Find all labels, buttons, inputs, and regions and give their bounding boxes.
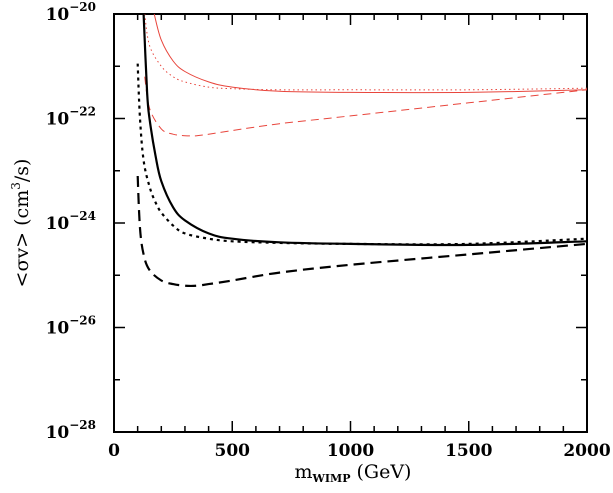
x-axis-label: mWIMP (GeV) [295,461,412,485]
series-line-6 [136,175,587,288]
series-line-5 [136,63,587,246]
y-tick-label: 10−20 [46,0,96,25]
x-tick-label: 500 [215,441,251,461]
plot-frame [113,13,588,433]
series-line-3 [144,76,587,137]
x-tick-label: 1500 [445,441,492,461]
series-line-2 [144,14,587,91]
y-tick-label: 10−24 [46,209,96,234]
series-lines [136,14,587,288]
x-tick-label: 1000 [327,441,374,461]
axis-ticks [113,13,588,433]
x-tick-label: 2000 [563,441,610,461]
y-axis-label: <σv> (cm3/s) [9,159,33,288]
y-tick-labels: 10−28 10−26 10−24 10−22 10−20 [46,0,96,443]
series-line-1 [153,14,587,94]
x-tick-label: 0 [108,441,120,461]
y-tick-label: 10−28 [46,418,96,443]
series-line-4 [142,14,587,247]
y-tick-label: 10−22 [46,105,96,130]
x-tick-labels: 0 500 1000 1500 2000 [108,441,611,461]
y-tick-label: 10−26 [46,314,96,339]
